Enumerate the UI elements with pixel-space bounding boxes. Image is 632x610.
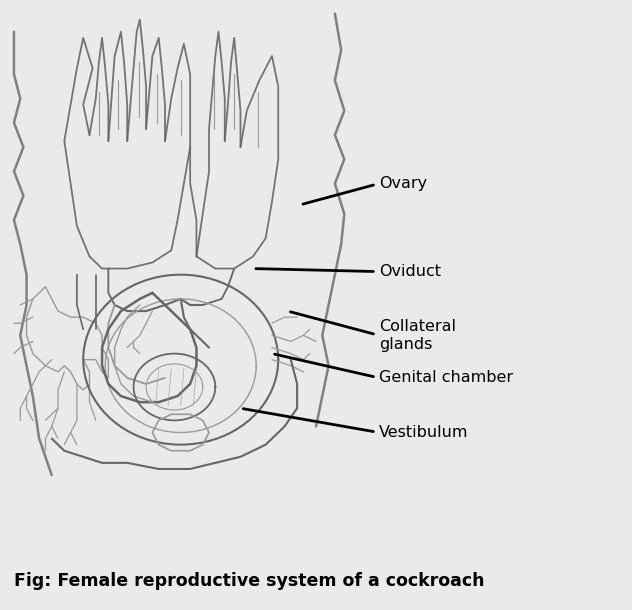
- Text: Oviduct: Oviduct: [256, 264, 441, 279]
- Text: Vestibulum: Vestibulum: [243, 409, 468, 440]
- Text: Ovary: Ovary: [303, 176, 427, 204]
- Text: Collateral
glands: Collateral glands: [290, 312, 456, 351]
- Text: Genital chamber: Genital chamber: [275, 354, 513, 386]
- Text: Fig: Female reproductive system of a cockroach: Fig: Female reproductive system of a coc…: [14, 572, 485, 590]
